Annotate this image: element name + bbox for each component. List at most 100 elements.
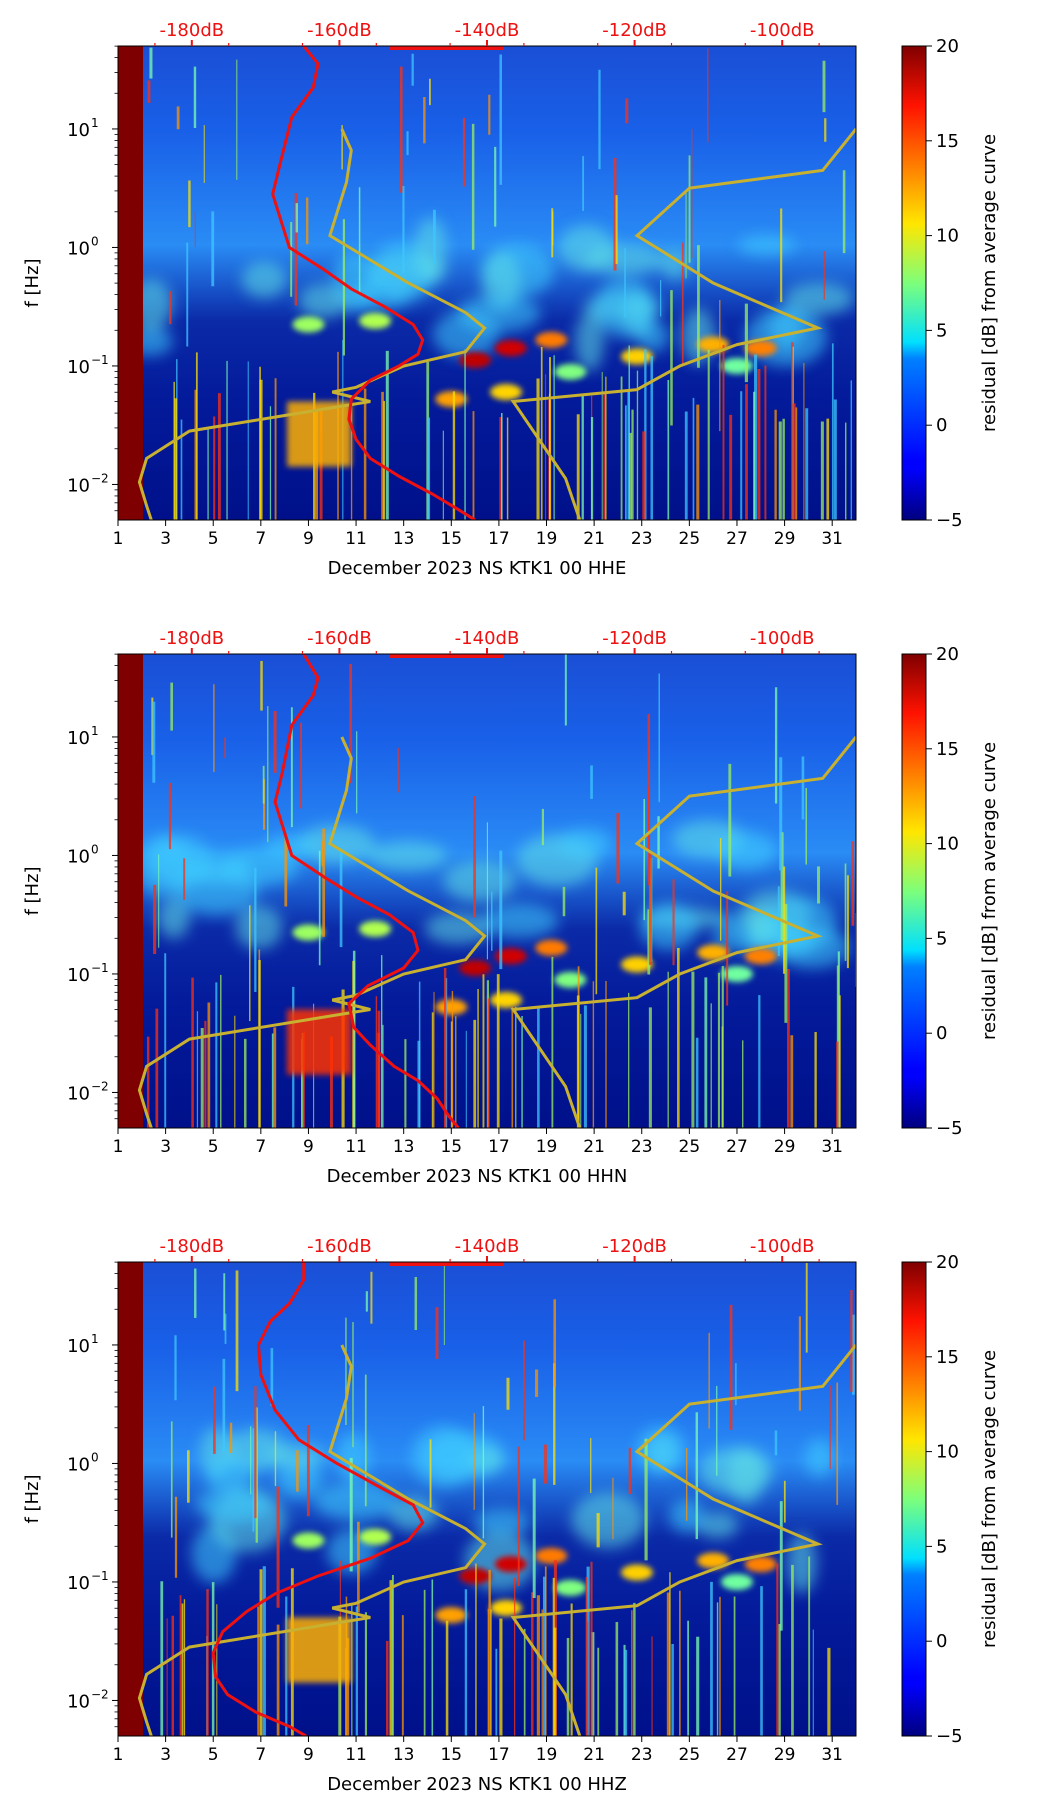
top-db-tick-label: -180dB: [159, 628, 224, 649]
x-tick-label: 5: [208, 1137, 219, 1157]
y-tick-label: 10: [67, 965, 90, 986]
nlnm-curve: [137, 736, 487, 1128]
x-tick-label: 31: [821, 1745, 843, 1765]
x-tick-label: 9: [303, 1745, 314, 1765]
colorbar-tick-label: 10: [936, 1442, 959, 1463]
x-tick-label: 27: [726, 1745, 748, 1765]
top-db-tick-label: -120dB: [602, 1236, 667, 1257]
x-tick-label: 25: [679, 529, 701, 549]
data-gap-column: [118, 654, 143, 1128]
colorbar-label: residual [dB] from average curve: [979, 742, 1000, 1040]
x-tick-label: 23: [631, 529, 653, 549]
colorbar-tick-label: 15: [936, 131, 959, 152]
y-tick-label: 10: [67, 728, 90, 749]
colorbar: [901, 653, 927, 1129]
x-tick-label: 21: [583, 529, 605, 549]
top-db-tick-label: -160dB: [307, 20, 372, 41]
x-tick-label: 3: [160, 1137, 171, 1157]
top-db-tick-label: -140dB: [455, 20, 520, 41]
x-tick-label: 23: [631, 1745, 653, 1765]
colorbar-tick-label: 0: [936, 415, 947, 436]
x-tick-label: 3: [160, 1745, 171, 1765]
y-tick-label: 10: [67, 1083, 90, 1104]
spectrogram-image: [118, 654, 856, 1128]
colorbar-tick-label: 20: [936, 644, 959, 665]
x-tick-label: 5: [208, 529, 219, 549]
y-tick-exponent: −1: [91, 353, 109, 367]
top-db-tick-label: -180dB: [159, 1236, 224, 1257]
colorbar: [901, 1261, 927, 1737]
top-db-tick-label: -160dB: [307, 628, 372, 649]
y-tick-label: 10: [67, 1454, 90, 1475]
x-tick-label: 7: [255, 1745, 266, 1765]
x-tick-label: 7: [255, 529, 266, 549]
x-tick-label: 5: [208, 1745, 219, 1765]
microseism-band: [191, 1425, 835, 1594]
y-axis-label: f [Hz]: [22, 258, 43, 307]
colorbar-tick-label: 20: [936, 1252, 959, 1273]
x-tick-label: 1: [113, 1137, 124, 1157]
y-tick-exponent: −1: [91, 1569, 109, 1583]
x-tick-label: 13: [393, 529, 415, 549]
colorbar-tick-label: 0: [936, 1023, 947, 1044]
x-tick-label: 19: [536, 1137, 558, 1157]
x-tick-label: 17: [488, 529, 510, 549]
colorbar-tick-label: 5: [936, 1536, 947, 1557]
x-tick-label: 13: [393, 1745, 415, 1765]
x-tick-label: 27: [726, 529, 748, 549]
x-tick-label: 31: [821, 529, 843, 549]
average-psd-curve: [211, 1262, 425, 1736]
x-tick-label: 29: [774, 529, 796, 549]
y-tick-label: 10: [67, 120, 90, 141]
spectrogram-image: [118, 46, 856, 520]
colorbar-tick-label: −5: [936, 1726, 963, 1747]
x-axis-label: December 2023 NS KTK1 00 HHZ: [327, 1774, 627, 1795]
y-tick-exponent: 0: [91, 842, 99, 856]
colorbar-tick-label: 15: [936, 739, 959, 760]
transient-streaks: [147, 47, 852, 520]
x-tick-label: 19: [536, 529, 558, 549]
y-tick-label: 10: [67, 238, 90, 259]
nlnm-curve: [137, 128, 487, 520]
top-db-tick-label: -180dB: [159, 20, 224, 41]
data-gap-column: [118, 46, 143, 520]
top-db-tick-label: -140dB: [455, 1236, 520, 1257]
top-db-tick-label: -120dB: [602, 20, 667, 41]
y-tick-label: 10: [67, 1336, 90, 1357]
x-tick-label: 1: [113, 529, 124, 549]
top-db-tick-label: -140dB: [455, 628, 520, 649]
transient-streaks: [146, 654, 856, 1128]
top-db-tick-label: -120dB: [602, 628, 667, 649]
x-tick-label: 23: [631, 1137, 653, 1157]
average-psd-curve: [273, 654, 460, 1128]
y-axis-label: f [Hz]: [22, 1474, 43, 1523]
transient-streaks: [160, 1263, 855, 1736]
y-tick-exponent: −2: [91, 1687, 109, 1701]
colorbar-tick-label: 15: [936, 1347, 959, 1368]
spectrogram-image: [118, 1262, 856, 1736]
y-tick-exponent: 1: [91, 1332, 99, 1346]
microseism-band: [136, 820, 850, 969]
y-tick-label: 10: [67, 1573, 90, 1594]
x-tick-label: 25: [679, 1137, 701, 1157]
x-tick-label: 31: [821, 1137, 843, 1157]
x-tick-label: 9: [303, 529, 314, 549]
y-tick-exponent: −2: [91, 471, 109, 485]
y-tick-label: 10: [67, 1691, 90, 1712]
x-axis-label: December 2023 NS KTK1 00 HHN: [327, 1166, 628, 1187]
colorbar-tick-label: 10: [936, 226, 959, 247]
y-tick-label: 10: [67, 846, 90, 867]
y-tick-exponent: −1: [91, 961, 109, 975]
x-tick-label: 11: [345, 1137, 367, 1157]
colorbar-tick-label: −5: [936, 510, 963, 531]
x-tick-label: 15: [440, 529, 462, 549]
x-axis-label: December 2023 NS KTK1 00 HHE: [328, 558, 627, 579]
x-tick-label: 15: [440, 1137, 462, 1157]
nlnm-curve: [137, 1344, 487, 1736]
y-tick-label: 10: [67, 357, 90, 378]
y-tick-exponent: 0: [91, 234, 99, 248]
x-tick-label: 7: [255, 1137, 266, 1157]
